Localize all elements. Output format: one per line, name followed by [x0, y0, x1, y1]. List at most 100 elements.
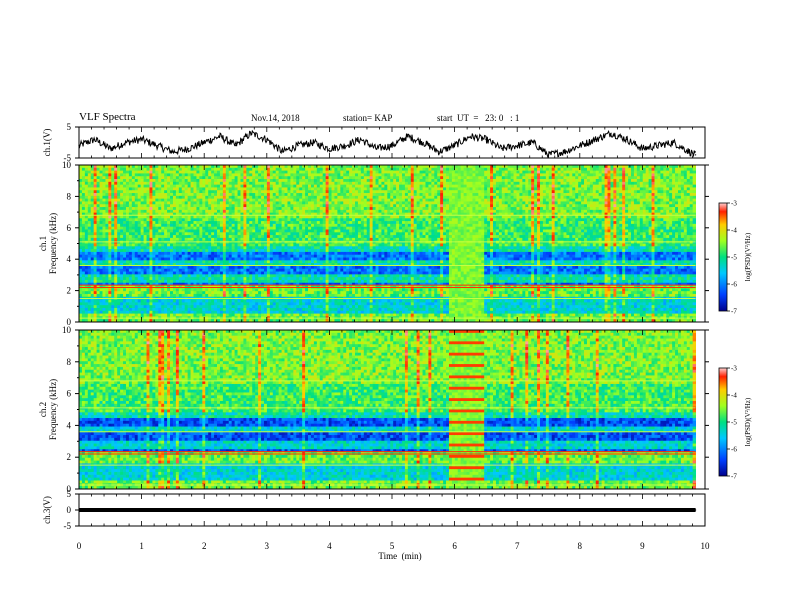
ch1-spectrogram-cell [82, 274, 85, 277]
ch1-spectrogram-cell [161, 218, 164, 221]
ch1-spectrogram-cell [135, 314, 138, 317]
ch1-spectrogram-cell [158, 173, 161, 176]
ch1-spectrogram-cell [147, 190, 150, 193]
ch1-spectrogram-cell [161, 272, 164, 275]
ch1-spectrogram-cell [94, 176, 97, 179]
ch1-spectrogram-cell [94, 218, 97, 221]
ch1-spectrogram-cell [82, 185, 85, 188]
ch1-spectrogram-cell [88, 185, 91, 188]
ch1-spectrogram-cell [108, 266, 111, 269]
ch1-spectrogram-cell [149, 185, 152, 188]
ch1-spectrogram-cell [79, 274, 82, 277]
ch1-spectrogram-cell [82, 266, 85, 269]
ch1-spectrogram-cell [132, 277, 135, 280]
ch1-spectrogram-cell [147, 179, 150, 182]
ch1-spectrogram-cell [114, 300, 117, 303]
ch1-spectrogram-cell [147, 204, 150, 207]
ch1-spectrogram-cell [129, 201, 132, 204]
ch1-spectrogram-cell [132, 196, 135, 199]
ch1-spectrogram-cell [117, 311, 120, 314]
ch1-spectrogram-cell [152, 314, 155, 317]
ch1-spectrogram-cell [129, 280, 132, 283]
ch1-spectrogram-cell [155, 280, 158, 283]
ch1-spectrogram-cell [88, 269, 91, 272]
ch1-spectrogram-cell [94, 272, 97, 275]
ch1-spectrogram-cell [155, 305, 158, 308]
ch1-spectrogram-cell [97, 185, 100, 188]
ch1-spectrogram-cell [120, 272, 123, 275]
ch1-spectrogram-cell [144, 196, 147, 199]
ch1-spectrogram-cell [111, 255, 114, 258]
ch1-spectrogram-cell [149, 260, 152, 263]
ch1-spectrogram-cell [91, 277, 94, 280]
ch1-spectrogram-cell [123, 221, 126, 224]
ch1-spectrogram-cell [94, 258, 97, 261]
ch1-spectrogram-cell [111, 294, 114, 297]
ch1-spectrogram-cell [82, 272, 85, 275]
ch1-spectrogram-cell [120, 244, 123, 247]
ch1-spectrogram-cell [94, 252, 97, 255]
ch1-spectrogram-cell [126, 235, 129, 238]
ch1-spectrogram-cell [100, 193, 103, 196]
ch1-spectrogram-cell [132, 280, 135, 283]
ch1-spectrogram-cell [82, 168, 85, 171]
ch1-spectrogram-cell [108, 274, 111, 277]
ch1-spectrogram-cell [141, 232, 144, 235]
ch1-spectrogram-cell [138, 252, 141, 255]
ch1-spectrogram-cell [158, 224, 161, 227]
ch1-spectrogram-cell [97, 204, 100, 207]
ch1-spectrogram-cell [144, 269, 147, 272]
ch1-spectrogram-cell [123, 246, 126, 249]
ch1-spectrogram-cell [91, 300, 94, 303]
ch1-spectrogram-cell [144, 255, 147, 258]
ch1-spectrogram-cell [147, 300, 150, 303]
ch1-spectrogram-cell [91, 235, 94, 238]
ch1-spectrogram-cell [135, 249, 138, 252]
ch1-spectrogram-cell [126, 249, 129, 252]
ch1-spectrogram-cell [155, 255, 158, 258]
ch1-spectrogram-cell [144, 207, 147, 210]
ch1-spectrogram-cell [135, 305, 138, 308]
ch1-spectrogram-cell [117, 235, 120, 238]
ch1-spectrogram-cell [88, 210, 91, 213]
ch1-spectrogram-cell [138, 168, 141, 171]
ch1-spectrogram-cell [111, 288, 114, 291]
ch1-spectrogram-cell [85, 235, 88, 238]
ch1-spectrogram-cell [79, 244, 82, 247]
ch1-spectrogram-cell [129, 229, 132, 232]
ch1-spectrogram-cell [105, 210, 108, 213]
ch1-spectrogram-cell [79, 314, 82, 317]
ch1-spectrogram-cell [97, 227, 100, 230]
ch1-spectrogram-cell [152, 294, 155, 297]
ch1-spectrogram-cell [117, 300, 120, 303]
ch1-spectrogram-cell [132, 314, 135, 317]
ch1-spectrogram-cell [129, 238, 132, 241]
ch1-spectrogram-cell [97, 274, 100, 277]
ch1-spectrogram-cell [147, 196, 150, 199]
ch1-spectrogram-cell [132, 291, 135, 294]
ch1-spectrogram-cell [152, 218, 155, 221]
ch1-spectrogram-cell [152, 227, 155, 230]
ch1-spectrogram-cell [123, 238, 126, 241]
ch1-spectrogram-cell [144, 173, 147, 176]
ch1-spectrogram-cell [111, 238, 114, 241]
ch1-spectrogram-cell [158, 277, 161, 280]
ch1-spectrogram-cell [155, 311, 158, 314]
ch1-spectrogram-cell [120, 300, 123, 303]
ch1-spectrogram-cell [161, 274, 164, 277]
ch1-spectrogram-cell [141, 235, 144, 238]
ch1-spectrogram-cell [105, 280, 108, 283]
ch1-spectrogram-cell [82, 244, 85, 247]
ch1-spectrogram-cell [141, 258, 144, 261]
ch1-spectrogram-cell [120, 302, 123, 305]
ch1-spectrogram-cell [149, 176, 152, 179]
ch1-spectrogram-cell [117, 199, 120, 202]
ch1-spectrogram-cell [97, 305, 100, 308]
ch1-spectrogram-cell [114, 294, 117, 297]
ch1-spectrogram-cell [105, 173, 108, 176]
ch1-spectrogram-cell [94, 207, 97, 210]
ch1-spectrogram-cell [129, 193, 132, 196]
ch1-spectrogram-cell [129, 171, 132, 174]
ch1-spectrogram-cell [85, 204, 88, 207]
ch1-spectrogram-cell [135, 193, 138, 196]
